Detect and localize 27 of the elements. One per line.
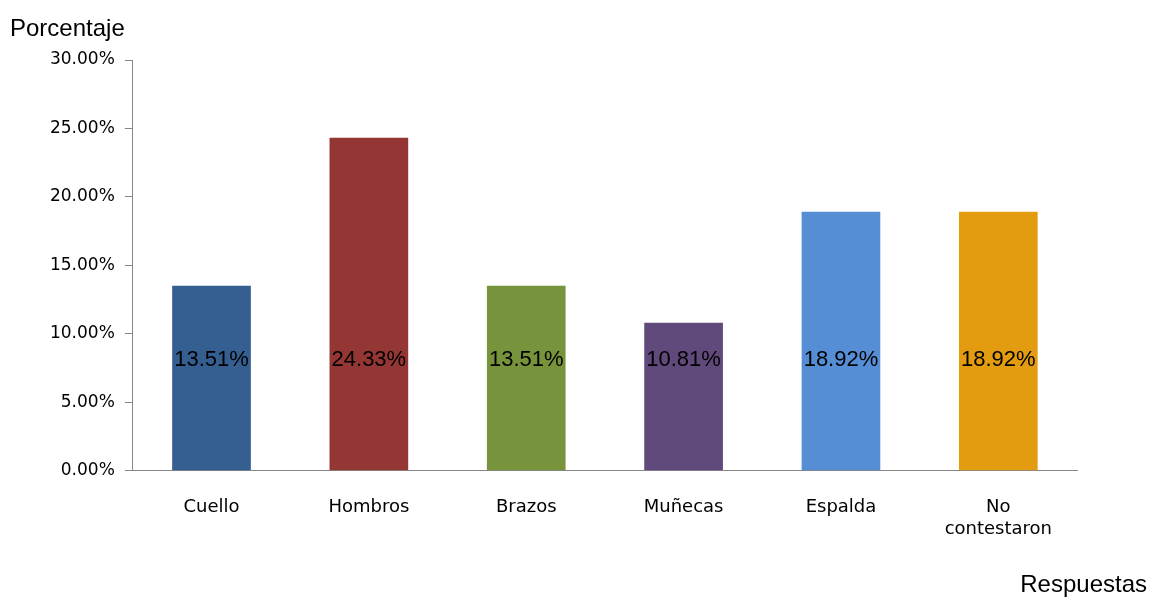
data-label: 13.51%: [488, 345, 564, 371]
data-label: 18.92%: [803, 345, 879, 371]
y-tick-label: 5.00%: [60, 390, 115, 411]
y-tick-label: 20.00%: [49, 185, 115, 206]
data-label: 24.33%: [331, 345, 407, 371]
x-tick-label: Muñecas: [643, 495, 724, 517]
y-tick-label: 15.00%: [49, 253, 115, 274]
y-tick-label: 10.00%: [49, 322, 115, 343]
data-label: 18.92%: [961, 345, 1036, 371]
bar: [801, 211, 881, 471]
data-label: 13.51%: [174, 345, 249, 371]
x-tick-label: No contestaron: [944, 495, 1052, 538]
bar: [486, 285, 566, 471]
y-tick-label: 25.00%: [49, 116, 115, 137]
y-axis-title: Porcentaje: [10, 14, 125, 42]
y-tick-label: 30.00%: [49, 48, 115, 69]
x-axis-title: Respuestas: [1020, 570, 1147, 598]
x-tick-label: Brazos: [495, 495, 557, 517]
bar: [329, 137, 409, 471]
data-label: 10.81%: [646, 345, 721, 371]
x-tick-label: Hombros: [328, 495, 410, 517]
x-tick-label: Cuello: [183, 495, 240, 517]
bar: [172, 285, 251, 471]
y-tick-label: 0.00%: [60, 459, 115, 480]
bar: [958, 211, 1038, 471]
x-tick-label: Espalda: [805, 495, 877, 517]
bar: [644, 322, 723, 471]
